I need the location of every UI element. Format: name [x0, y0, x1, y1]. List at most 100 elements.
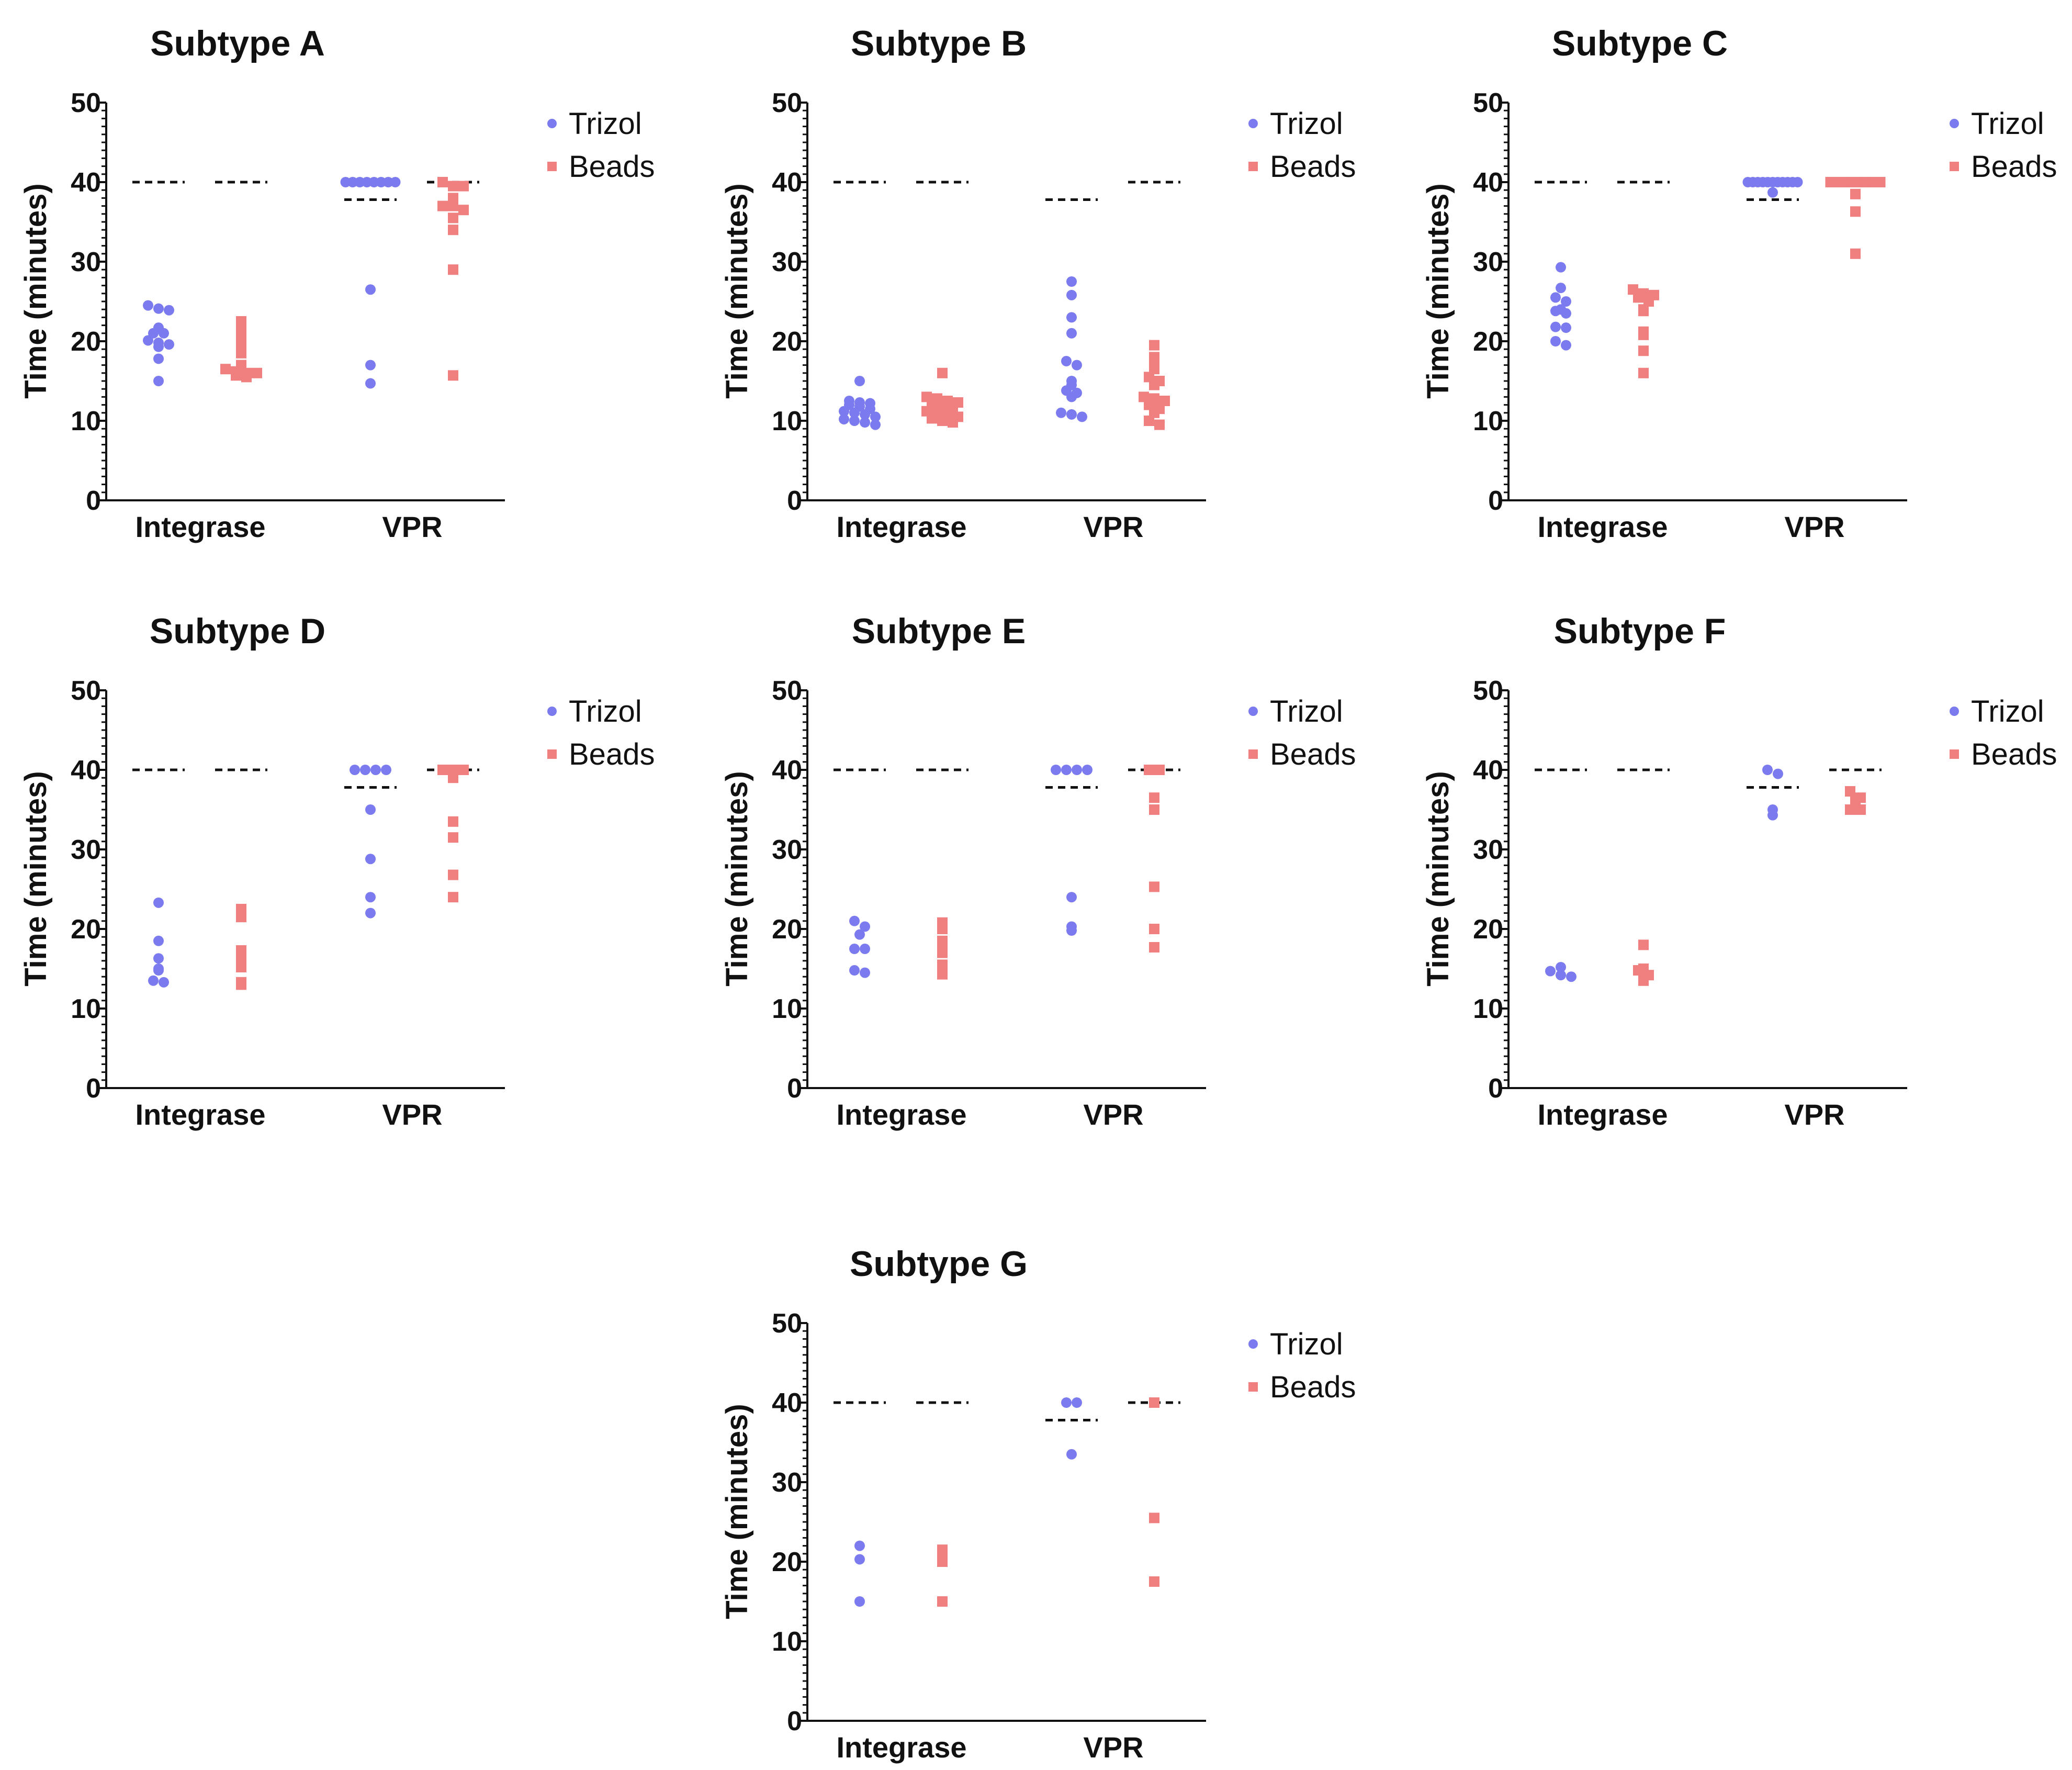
- data-point-beads: [1638, 964, 1649, 974]
- legend-marker-trizol: [547, 707, 557, 716]
- data-point-beads: [252, 367, 262, 378]
- data-point-beads: [953, 397, 963, 408]
- y-tick-label: 40: [1473, 167, 1503, 198]
- chart-title: Subtype C: [1552, 24, 1728, 63]
- data-point-trizol: [844, 396, 854, 406]
- legend-label: Beads: [569, 737, 655, 771]
- data-point-beads: [1149, 1576, 1159, 1587]
- y-axis-label: Time (minutes): [1421, 771, 1455, 986]
- data-point-beads: [1855, 792, 1866, 803]
- data-point-beads: [1149, 340, 1159, 351]
- y-tick-label: 10: [71, 406, 101, 436]
- data-point-beads: [1149, 393, 1159, 404]
- data-point-beads: [1845, 804, 1855, 815]
- data-point-trizol: [849, 416, 860, 426]
- data-point-trizol: [870, 411, 881, 422]
- data-point-trizol: [1566, 971, 1576, 982]
- data-point-beads: [1149, 792, 1159, 803]
- data-point-trizol: [860, 944, 870, 954]
- y-tick-label: 10: [772, 994, 802, 1024]
- data-point-beads: [942, 396, 953, 406]
- data-point-beads: [1154, 404, 1165, 415]
- y-tick-label: 50: [772, 88, 802, 118]
- data-point-beads: [953, 411, 963, 422]
- data-point-trizol: [153, 353, 164, 364]
- data-point-trizol: [1550, 336, 1561, 346]
- data-point-beads: [1638, 345, 1649, 356]
- legend-label: Trizol: [1971, 694, 2044, 729]
- data-point-beads: [1144, 416, 1154, 426]
- y-tick-label: 30: [772, 247, 802, 277]
- data-point-trizol: [1762, 765, 1773, 775]
- data-point-beads: [1649, 289, 1659, 300]
- data-point-beads: [1855, 804, 1866, 815]
- data-point-trizol: [1072, 387, 1082, 398]
- data-point-beads: [1628, 284, 1638, 295]
- legend-marker-beads: [1248, 1382, 1258, 1392]
- y-axis-label: Time (minutes): [19, 183, 53, 398]
- x-category-label: VPR: [382, 1098, 442, 1131]
- data-point-trizol: [1556, 970, 1566, 981]
- data-point-trizol: [350, 765, 360, 775]
- legend-label: Trizol: [1971, 107, 2044, 141]
- data-point-trizol: [390, 177, 401, 187]
- data-point-trizol: [1556, 961, 1566, 972]
- data-point-beads: [448, 816, 458, 827]
- y-tick-label: 40: [772, 755, 802, 786]
- data-point-beads: [448, 892, 458, 903]
- data-point-trizol: [1066, 892, 1077, 903]
- chart-title: Subtype B: [851, 24, 1027, 63]
- data-point-beads: [236, 912, 246, 923]
- y-axis-label: Time (minutes): [720, 1404, 754, 1619]
- y-tick-label: 50: [772, 676, 802, 706]
- data-point-beads: [1638, 939, 1649, 950]
- data-point-beads: [932, 393, 942, 404]
- legend-marker-beads: [547, 749, 557, 759]
- data-point-trizol: [1550, 292, 1561, 303]
- data-point-trizol: [1550, 321, 1561, 332]
- data-point-beads: [937, 935, 948, 946]
- data-point-trizol: [1561, 296, 1571, 307]
- data-point-beads: [937, 959, 948, 970]
- data-point-beads: [448, 772, 458, 783]
- data-point-trizol: [854, 1596, 865, 1607]
- data-point-beads: [448, 193, 458, 204]
- data-point-trizol: [1066, 921, 1077, 932]
- data-point-trizol: [148, 975, 159, 986]
- data-point-trizol: [854, 1540, 865, 1551]
- legend-label: Trizol: [569, 107, 642, 141]
- data-point-beads: [1638, 326, 1649, 337]
- x-category-label: VPR: [1083, 1731, 1143, 1764]
- chart-title: Subtype G: [850, 1244, 1028, 1284]
- data-point-trizol: [865, 398, 875, 409]
- legend-marker-trizol: [1248, 1339, 1258, 1349]
- data-point-beads: [1638, 304, 1649, 315]
- data-point-trizol: [365, 284, 376, 295]
- legend-marker-trizol: [547, 119, 557, 128]
- data-point-trizol: [1056, 407, 1066, 418]
- y-tick-label: 10: [1473, 994, 1503, 1024]
- chart-panel-4: Subtype D 0 10 20 30 40 50 Time (minutes) Integr…: [19, 611, 655, 1131]
- y-tick-label: 50: [71, 676, 101, 706]
- legend-marker-beads: [1248, 749, 1258, 759]
- chart-panel-7: Subtype G 0 10 20 30 40 50 Time (minutes) Integr…: [720, 1244, 1356, 1764]
- data-point-beads: [1154, 376, 1165, 386]
- y-tick-label: 30: [1473, 247, 1503, 277]
- data-point-beads: [448, 370, 458, 381]
- data-point-trizol: [1066, 376, 1077, 386]
- data-point-beads: [458, 181, 469, 192]
- data-point-trizol: [153, 935, 164, 946]
- y-tick-label: 20: [1473, 327, 1503, 357]
- y-tick-label: 10: [71, 994, 101, 1024]
- data-point-trizol: [1767, 187, 1778, 198]
- y-tick-label: 40: [772, 1388, 802, 1418]
- y-tick-label: 30: [772, 1467, 802, 1498]
- data-point-trizol: [1061, 356, 1072, 366]
- data-point-trizol: [860, 921, 870, 932]
- data-point-beads: [236, 904, 246, 914]
- data-point-trizol: [1082, 765, 1093, 775]
- y-tick-label: 50: [772, 1308, 802, 1339]
- data-point-trizol: [1066, 328, 1077, 339]
- data-point-beads: [1638, 367, 1649, 378]
- data-point-beads: [1850, 206, 1861, 217]
